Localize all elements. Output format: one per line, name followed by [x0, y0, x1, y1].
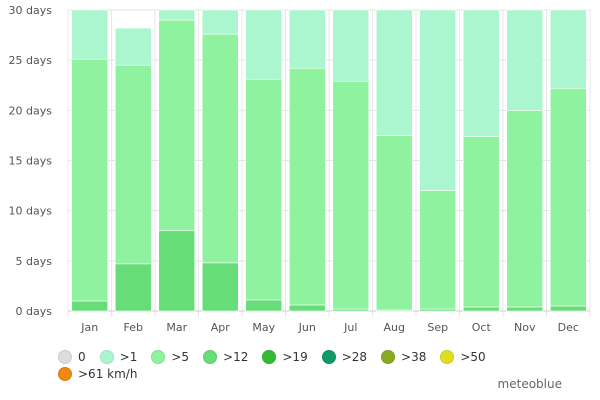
bar-segment-jun-gt12[interactable] — [288, 304, 326, 312]
legend-label: >61 km/h — [78, 366, 138, 381]
bar-segment-jun-gt1[interactable] — [288, 9, 326, 69]
bar-segment-oct-gt1[interactable] — [462, 9, 500, 137]
legend-label: >1 — [119, 349, 138, 364]
bar-segment-may-gt12[interactable] — [245, 299, 283, 312]
x-tick-label: Dec — [558, 321, 579, 334]
legend-item[interactable]: 0 — [58, 349, 86, 364]
legend-item[interactable]: >38 — [381, 349, 427, 364]
bar-segment-nov-gt12[interactable] — [506, 306, 544, 312]
bar-segment-apr-gt1[interactable] — [201, 9, 239, 35]
x-tick-label: Jan — [80, 321, 98, 334]
x-tick-label: Mar — [166, 321, 187, 334]
x-axis-ticks: Jan Feb Mar Apr May Jun Jul Aug Sep Oct Nov Dec — [80, 321, 579, 334]
x-tick-label: May — [252, 321, 275, 334]
x-tick-label: Nov — [514, 321, 536, 334]
bar-segment-dec-gt5[interactable] — [549, 87, 587, 307]
legend-label: >28 — [341, 349, 368, 364]
legend-item[interactable]: >1 — [99, 349, 138, 364]
legend-swatch — [262, 349, 277, 364]
legend-label: >38 — [401, 349, 427, 364]
bar-segment-oct-gt5[interactable] — [462, 136, 500, 308]
bar-segment-feb-gt1[interactable] — [114, 27, 152, 66]
y-tick-label: 10 days — [9, 205, 53, 218]
legend-label: >5 — [171, 349, 190, 364]
legend-label: 0 — [78, 349, 86, 364]
bar-segment-feb-gt5[interactable] — [114, 64, 152, 265]
legend-swatch — [58, 366, 72, 381]
y-tick-label: 30 days — [9, 4, 53, 17]
bar-segment-sep-gt12[interactable] — [419, 308, 457, 312]
legend-label: >19 — [282, 349, 308, 364]
y-tick-label: 25 days — [9, 54, 53, 67]
bar-segment-aug-gt1[interactable] — [375, 9, 413, 136]
y-tick-label: 20 days — [9, 104, 53, 117]
bar-segment-apr-gt12[interactable] — [201, 262, 239, 312]
bar-segment-mar-gt12[interactable] — [158, 230, 196, 312]
bar-segment-nov-gt5[interactable] — [506, 110, 544, 308]
legend-label: >12 — [223, 349, 249, 364]
bar-segment-mar-gt1[interactable] — [158, 9, 196, 21]
bar-segment-jan-gt1[interactable] — [71, 9, 109, 60]
bar-segment-jan-gt12[interactable] — [71, 300, 109, 312]
legend: 0 >1 >5 >12 >19 >28 >38 >50 >61 km/h — [58, 348, 578, 382]
bar-segment-jul-gt5[interactable] — [332, 80, 370, 310]
x-tick-label: Apr — [211, 321, 231, 334]
x-tick-label: Feb — [124, 321, 143, 334]
legend-swatch — [99, 349, 114, 364]
bar-segment-may-gt5[interactable] — [245, 78, 283, 301]
legend-swatch — [203, 349, 218, 364]
bar-segment-sep-gt5[interactable] — [419, 190, 457, 310]
bar-segment-nov-gt1[interactable] — [506, 9, 544, 111]
bar-segment-dec-gt12[interactable] — [549, 305, 587, 312]
y-tick-label: 0 days — [16, 305, 53, 318]
bar-segment-oct-gt12[interactable] — [462, 306, 500, 312]
legend-swatch — [321, 349, 336, 364]
legend-swatch — [151, 349, 166, 364]
bar-segment-jul-gt12[interactable] — [332, 308, 370, 312]
bars — [71, 9, 587, 312]
legend-item[interactable]: >28 — [321, 349, 368, 364]
grid-lines — [67, 9, 591, 317]
legend-row: 0 >1 >5 >12 >19 >28 >38 >50 — [58, 348, 578, 365]
legend-item[interactable]: >50 — [440, 349, 486, 364]
bar-segment-apr-gt5[interactable] — [201, 33, 239, 264]
y-axis-ticks: 0 days 5 days 10 days 15 days 20 days 25 days… — [9, 4, 53, 318]
bar-segment-jun-gt5[interactable] — [288, 67, 326, 306]
y-tick-label: 15 days — [9, 155, 53, 168]
x-tick-label: Aug — [384, 321, 405, 334]
legend-item[interactable]: >19 — [262, 349, 308, 364]
bar-segment-sep-gt1[interactable] — [419, 9, 457, 191]
bar-segment-may-gt1[interactable] — [245, 9, 283, 80]
x-tick-label: Oct — [472, 321, 492, 334]
bar-segment-mar-gt5[interactable] — [158, 19, 196, 232]
legend-label: >50 — [460, 349, 486, 364]
bar-segment-aug-gt5[interactable] — [375, 135, 413, 311]
bar-segment-jan-gt5[interactable] — [71, 58, 109, 302]
legend-item[interactable]: >12 — [203, 349, 249, 364]
legend-swatch — [381, 349, 396, 364]
x-tick-label: Jul — [343, 321, 357, 334]
y-tick-label: 5 days — [16, 255, 53, 268]
bar-segment-dec-gt1[interactable] — [549, 9, 587, 89]
bar-segment-feb-gt12[interactable] — [114, 263, 152, 312]
legend-item[interactable]: >61 km/h — [58, 366, 138, 381]
x-tick-label: Sep — [427, 321, 448, 334]
x-tick-label: Jun — [298, 321, 316, 334]
bar-segment-jul-gt1[interactable] — [332, 9, 370, 82]
legend-swatch — [440, 349, 455, 364]
legend-row: >61 km/h — [58, 365, 578, 382]
meteoblue-watermark: meteoblue — [497, 377, 562, 391]
chart-plot: 0 days 5 days 10 days 15 days 20 days 25 days… — [9, 4, 591, 334]
legend-item[interactable]: >5 — [151, 349, 190, 364]
legend-swatch — [58, 349, 72, 364]
